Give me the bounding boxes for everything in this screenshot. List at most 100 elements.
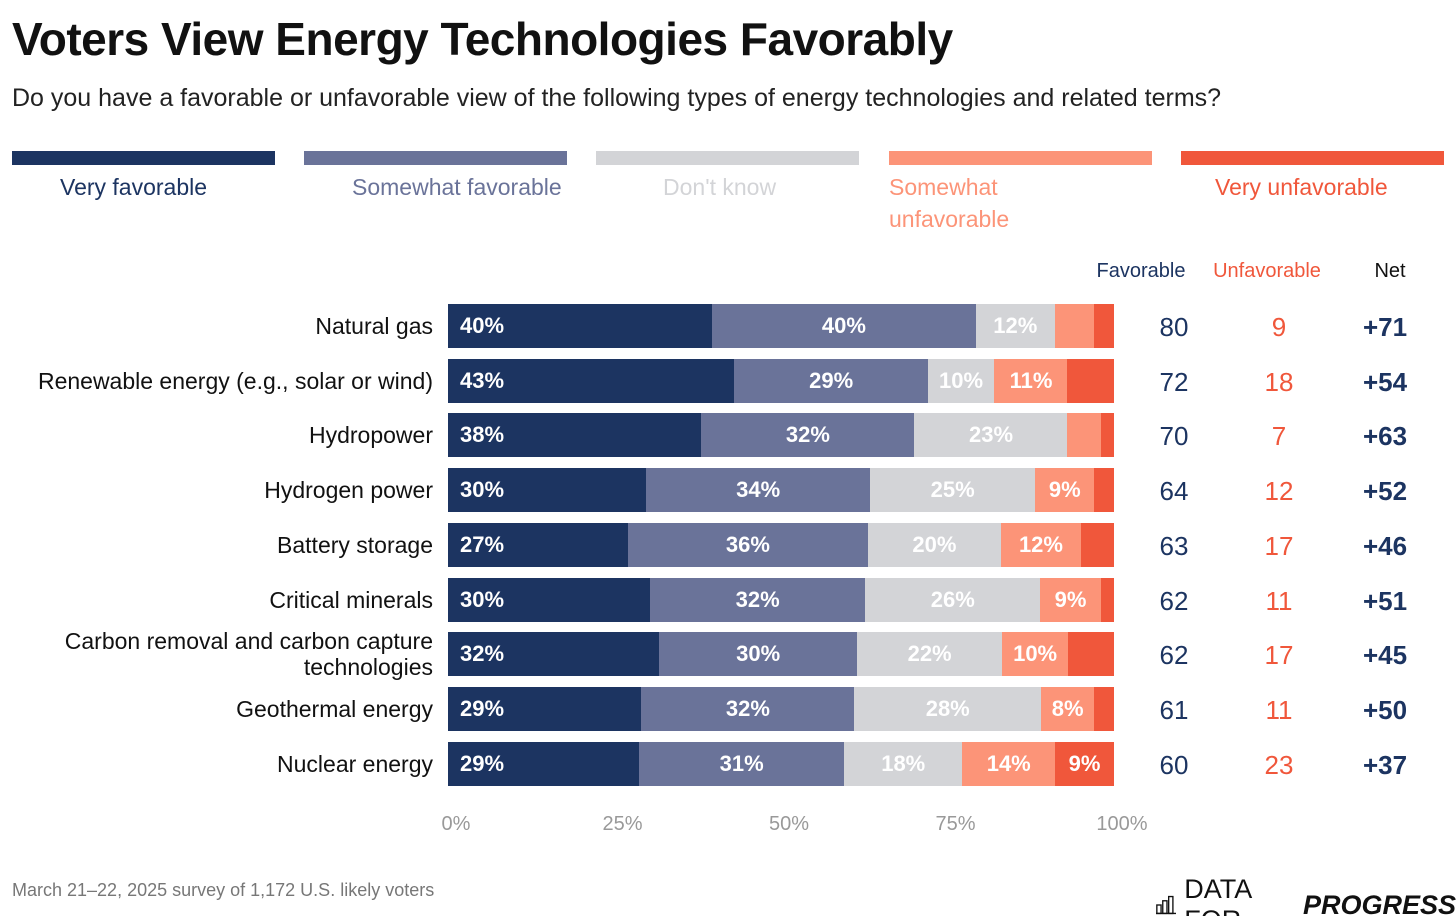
bar-segment [1100, 577, 1115, 622]
unfavorable-value: 9 [1271, 312, 1287, 342]
bar-segment: 30% [448, 577, 651, 622]
bar-segment: 12% [1000, 522, 1082, 567]
logo: DATA FOR PROGRESS [1156, 874, 1456, 916]
bar-segment [1094, 304, 1115, 348]
row-label: Critical minerals [269, 586, 433, 613]
x-tick-label: 100% [1096, 813, 1148, 835]
bar-segment: 32% [448, 632, 660, 677]
x-tick-label: 25% [602, 813, 643, 835]
bar-segment: 12% [975, 304, 1056, 348]
unfavorable-value: 11 [1265, 694, 1293, 725]
net-value: +54 [1362, 366, 1408, 397]
net-value: +71 [1362, 312, 1408, 342]
legend-item: Somewhat unfavorable [889, 151, 1152, 235]
bar-segment: 32% [641, 686, 855, 731]
legend-swatch [304, 151, 567, 165]
bar-segment [1094, 468, 1115, 513]
favorable-value: 64 [1159, 476, 1189, 507]
bar-segment: 9% [1054, 741, 1115, 786]
unfavorable-value: 11 [1265, 585, 1293, 616]
unfavorable-value: 12 [1264, 476, 1294, 507]
bar-segment: 30% [448, 468, 647, 513]
bar-segment: 18% [843, 741, 963, 786]
legend-label: Very favorable [60, 174, 208, 200]
bar-segment [1080, 522, 1115, 567]
bar-segment: 40% [448, 304, 713, 348]
footer-note: March 21–22, 2025 survey of 1,172 U.S. l… [12, 880, 435, 900]
bar-segment: 43% [448, 358, 735, 403]
bar-segment: 30% [659, 632, 858, 677]
legend-label: Don't know [663, 174, 777, 200]
legend-item: Very favorable [12, 151, 275, 203]
row-label: Battery storage [277, 531, 433, 558]
legend-item: Somewhat favorable [304, 151, 567, 203]
bar-segment: 10% [1001, 632, 1069, 677]
bar-segment: 14% [962, 741, 1056, 786]
net-value: +45 [1362, 640, 1408, 671]
bar-segment: 31% [639, 741, 845, 786]
bar-segment: 28% [854, 686, 1042, 731]
row-label: Geothermal energy [236, 695, 433, 722]
net-value: +37 [1362, 749, 1408, 780]
x-tick-label: 75% [935, 813, 976, 835]
unfavorable-value: 18 [1264, 366, 1294, 397]
row-label: Nuclear energy [277, 750, 433, 777]
bar-segment: 29% [448, 686, 642, 731]
bar-segment: 25% [870, 468, 1036, 513]
unfavorable-value: 23 [1264, 749, 1294, 780]
logo-text-bold: PROGRESS [1302, 889, 1456, 916]
bar-segment: 9% [1034, 468, 1095, 513]
bar-segment: 27% [448, 522, 629, 567]
net-value: +51 [1362, 585, 1408, 616]
bar-segment: 32% [701, 413, 915, 458]
favorable-value: 70 [1159, 421, 1189, 452]
favorable-column-header: Favorable [1096, 260, 1186, 282]
bar-segment: 8% [1040, 686, 1095, 731]
favorable-value: 72 [1159, 366, 1189, 397]
bar-segment: 40% [711, 304, 976, 348]
legend-swatch [12, 151, 275, 165]
row-label: Hydropower [309, 422, 433, 449]
unfavorable-value: 7 [1271, 421, 1287, 452]
legend-item: Very unfavorable [1181, 151, 1444, 203]
bar-segment [1067, 632, 1115, 677]
bar-segment [1067, 413, 1102, 458]
x-tick-label: 50% [768, 813, 810, 835]
x-tick-label: 0% [441, 813, 471, 835]
legend-label: Somewhat unfavorable [889, 174, 1010, 232]
bar-segment: 20% [867, 522, 1002, 567]
legend-label: Very unfavorable [1215, 174, 1388, 200]
net-value: +46 [1362, 530, 1408, 561]
bar-segment [1054, 304, 1095, 348]
legend-swatch [889, 151, 1152, 165]
unfavorable-value: 17 [1264, 530, 1294, 561]
net-value: +63 [1362, 421, 1408, 452]
legend-item: Don't know [596, 151, 859, 203]
chart-title: Voters View Energy Technologies Favorabl… [12, 13, 953, 65]
bar-segment: 38% [448, 413, 702, 458]
bar-segment [1100, 413, 1115, 458]
bar-segment: 9% [1040, 577, 1102, 622]
bar-segment: 26% [865, 577, 1041, 622]
net-value: +50 [1362, 694, 1408, 725]
favorable-value: 61 [1159, 694, 1189, 725]
favorable-value: 62 [1159, 585, 1189, 616]
bar-segment [1067, 358, 1115, 403]
bar-segment: 29% [448, 741, 640, 786]
favorable-value: 60 [1159, 749, 1189, 780]
bar-segment: 23% [914, 413, 1068, 458]
unfavorable-column-header: Unfavorable [1213, 260, 1321, 282]
bar-segment: 34% [645, 468, 871, 513]
logo-text: DATA FOR [1184, 874, 1251, 916]
legend-label: Somewhat favorable [352, 174, 562, 200]
bar-chart-icon [1156, 895, 1177, 915]
favorable-value: 63 [1159, 530, 1189, 561]
bar-segment: 22% [856, 632, 1003, 677]
favorable-value: 62 [1159, 640, 1189, 671]
row-label: Hydrogen power [264, 477, 433, 504]
favorable-value: 80 [1159, 312, 1189, 342]
net-column-header: Net [1374, 260, 1406, 282]
row-label: Renewable energy (e.g., solar or wind) [37, 367, 433, 394]
bar-segment: 29% [734, 358, 928, 403]
bar-segment: 32% [649, 577, 866, 622]
